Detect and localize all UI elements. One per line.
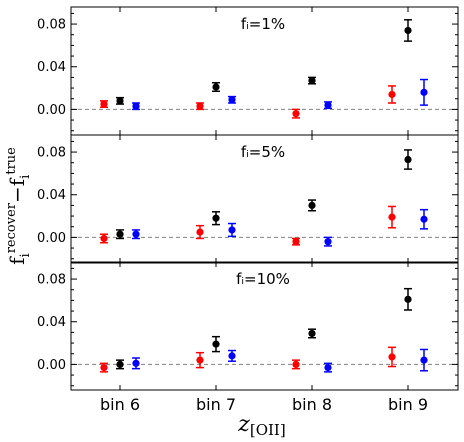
data-point	[292, 360, 300, 368]
data-point	[324, 364, 332, 372]
series-red	[100, 346, 396, 373]
y-label-sup1: recover	[4, 202, 19, 253]
data-point	[420, 215, 428, 223]
data-point	[308, 329, 316, 338]
data-point	[404, 295, 412, 303]
y-tick-label: 0.04	[37, 188, 66, 203]
x-tick-label: bin 7	[196, 395, 236, 414]
y-axis-label: firecover−fitrue	[4, 147, 33, 265]
y-tick-label: 0.00	[37, 103, 66, 118]
series-black	[116, 149, 412, 240]
data-point	[228, 226, 236, 234]
data-point	[420, 88, 428, 96]
data-point	[196, 356, 204, 364]
y-tick-label: 0.04	[37, 315, 66, 330]
data-point	[212, 214, 220, 222]
data-point	[404, 26, 412, 35]
data-point	[116, 230, 124, 238]
panel-2: 0.00 0.04 0.08 fᵢ=5%	[37, 134, 459, 264]
panel-3: 0.00 0.04 0.08 fᵢ=10%	[37, 261, 459, 391]
data-point	[116, 97, 124, 105]
y-label-sub2: i	[18, 175, 33, 179]
y-tick-label: 0.08	[37, 273, 66, 288]
y-tick-label: 0.00	[37, 231, 66, 246]
panel-frame	[70, 261, 459, 391]
data-point	[292, 110, 300, 118]
data-point	[100, 234, 108, 243]
x-tick-label: bin 8	[292, 395, 332, 414]
data-point	[388, 90, 396, 99]
data-point	[212, 340, 220, 348]
y-label-f2: f	[5, 177, 29, 186]
panel-frame	[70, 134, 459, 264]
series-blue	[132, 78, 428, 111]
series-black	[116, 19, 412, 105]
data-point	[132, 230, 140, 238]
data-point	[132, 102, 140, 110]
y-tick-label: 0.08	[37, 146, 66, 161]
data-point	[196, 102, 204, 110]
y-tick-label: 0.00	[37, 358, 66, 373]
data-point	[196, 228, 204, 236]
data-point	[308, 77, 316, 85]
y-tick-label: 0.08	[37, 18, 66, 33]
data-point	[324, 238, 332, 246]
panel-title: fᵢ=1%	[241, 15, 285, 33]
data-point	[388, 353, 396, 361]
data-point	[324, 101, 332, 109]
data-point	[100, 100, 108, 108]
x-axis-label-main: z	[237, 412, 250, 437]
y-label-f1: f	[5, 256, 29, 265]
series-blue	[132, 348, 428, 373]
x-tick-label: bin 9	[388, 395, 428, 414]
data-point	[116, 360, 124, 368]
panel-title: fᵢ=5%	[241, 143, 285, 161]
data-point	[132, 359, 140, 367]
panels: 0.000.040.08 fᵢ=1%0.000.040.08 fᵢ=5%0.000.…	[37, 6, 459, 391]
y-label-minus: −	[5, 186, 29, 203]
x-axis-label-sub: [OII]	[250, 421, 286, 439]
data-point	[388, 213, 396, 221]
data-point	[292, 238, 300, 246]
series-red	[100, 205, 396, 246]
data-point	[228, 96, 236, 104]
data-point	[404, 155, 412, 164]
x-axis-label: z[OII]	[237, 412, 285, 439]
series-red	[100, 85, 396, 119]
x-category-labels: bin 6 bin 7 bin 8 bin 9	[100, 395, 428, 414]
data-point	[100, 364, 108, 372]
series-blue	[132, 208, 428, 247]
data-point	[228, 352, 236, 360]
data-point	[212, 83, 220, 91]
y-tick-label: 0.04	[37, 60, 66, 75]
y-label-sup2: true	[4, 147, 19, 175]
data-point	[420, 356, 428, 364]
data-point	[308, 201, 316, 209]
panel-1: 0.00 0.04 0.08 fᵢ=1%	[37, 6, 459, 136]
x-tick-label: bin 6	[100, 395, 140, 414]
panel-title: fᵢ=10%	[236, 270, 290, 288]
series-black	[116, 287, 412, 370]
y-label-sub1: i	[18, 253, 33, 257]
